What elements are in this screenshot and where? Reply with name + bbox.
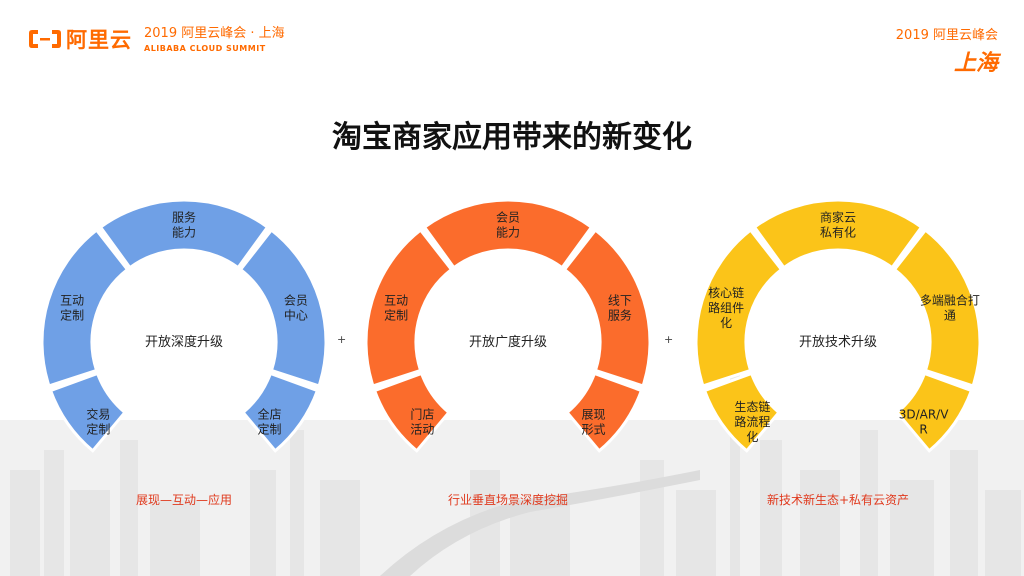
- ring-segment: [241, 371, 320, 453]
- ring-segment-label: 展现形式: [582, 407, 606, 436]
- ring-segment: [895, 371, 974, 453]
- ring-segment: [565, 371, 644, 453]
- ring-segment: [694, 227, 784, 388]
- ring-segment: [40, 227, 130, 388]
- ring-segment-label: 互动定制: [60, 293, 84, 322]
- page-title: 淘宝商家应用带来的新变化: [332, 120, 692, 155]
- ring-segment: [422, 198, 594, 270]
- alibaba-cloud-mark-icon: [29, 30, 61, 48]
- ring-segment-label: 会员能力: [496, 211, 520, 240]
- ring-center-label: 开放技术升级: [799, 335, 877, 350]
- summit-line1: 2019 阿里云峰会 · 上海: [144, 26, 285, 41]
- ring-caption: 新技术新生态+私有云资产: [766, 493, 910, 507]
- ring-segment: [372, 371, 451, 453]
- ring-segment-label: 门店活动: [410, 406, 434, 436]
- ring-segment: [238, 227, 328, 388]
- plus-sign: +: [337, 333, 347, 346]
- ring-segment-label: 多端融合打通: [920, 292, 980, 322]
- ring-center-label: 开放深度升级: [145, 334, 223, 350]
- plus-sign: +: [664, 333, 674, 346]
- summit-label: 2019 阿里云峰会 · 上海 ALIBABA CLOUD SUMMIT: [144, 22, 285, 53]
- ring-segment-label: 服务能力: [172, 210, 196, 240]
- ring-segment: [48, 371, 127, 453]
- ring-segment-label: 交易定制: [86, 406, 110, 436]
- summit-line2: ALIBABA CLOUD SUMMIT: [144, 44, 266, 53]
- ring-center-label: 开放广度升级: [469, 334, 547, 350]
- ring-segment: [752, 198, 924, 270]
- ring-segment-label: 会员中心: [284, 293, 308, 322]
- ring-segment-label: 互动定制: [384, 293, 408, 322]
- ring-segment-label: 核心链路组件化: [708, 285, 744, 330]
- ring-segment-label: 3D/AR/V R: [899, 407, 950, 436]
- ring-segment-label: 全店定制: [258, 406, 282, 436]
- summit-badge: 2019 阿里云峰会 上海: [896, 24, 998, 77]
- ring-segment-label: 线下服务: [608, 293, 632, 322]
- ring-caption: 展现—互动—应用: [135, 493, 232, 507]
- ring-segment-label: 商家云私有化: [820, 210, 856, 240]
- ring-segment: [98, 198, 270, 270]
- ring-segment: [364, 227, 454, 388]
- ring-segment: [892, 227, 982, 388]
- summit-badge-line2: 上海: [953, 50, 998, 76]
- ring-segment: [562, 227, 652, 388]
- ring-segment: [702, 371, 781, 453]
- logo-text: 阿里云: [66, 28, 132, 52]
- alibaba-cloud-logo: 阿里云: [28, 24, 132, 54]
- ring-caption: 行业垂直场景深度挖掘: [447, 493, 568, 507]
- summit-badge-line1: 2019 阿里云峰会: [895, 28, 998, 43]
- ring-segment-label: 生态链路流程化: [734, 399, 770, 444]
